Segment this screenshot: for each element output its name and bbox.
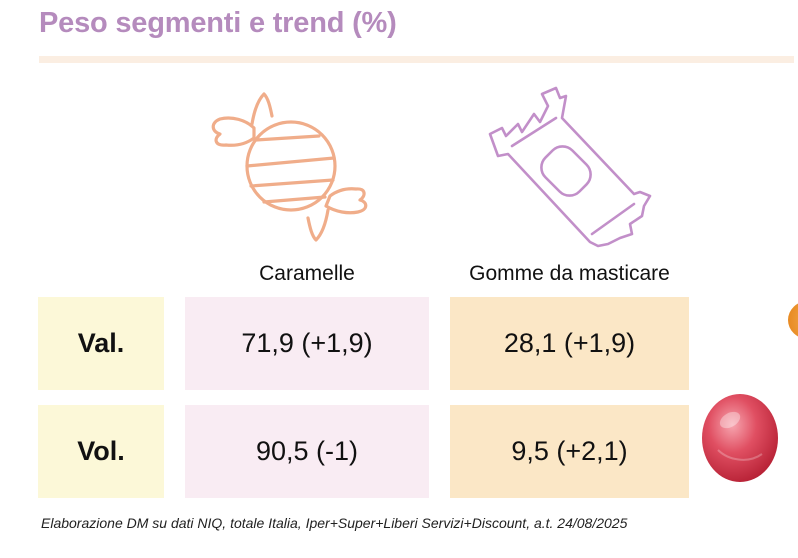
row-label-val: Val. [38,297,164,390]
gum-pack-icon [488,86,652,248]
cell-val-gomme: 28,1 (+1,9) [450,297,689,390]
row-label-vol: Vol. [38,405,164,498]
column-header-gomme: Gomme da masticare [469,262,670,285]
wrapped-candy-icon [211,92,368,242]
page-title: Peso segmenti e trend (%) [39,7,397,39]
red-hard-candy-image [702,394,778,482]
source-note: Elaborazione DM su dati NIQ, totale Ital… [41,515,628,531]
cell-vol-gomme: 9,5 (+2,1) [450,405,689,498]
orange-candy-partial-image [788,303,798,337]
title-divider [39,56,794,63]
cell-val-caramelle: 71,9 (+1,9) [185,297,429,390]
cell-vol-caramelle: 90,5 (-1) [185,405,429,498]
column-header-caramelle: Caramelle [259,262,355,285]
